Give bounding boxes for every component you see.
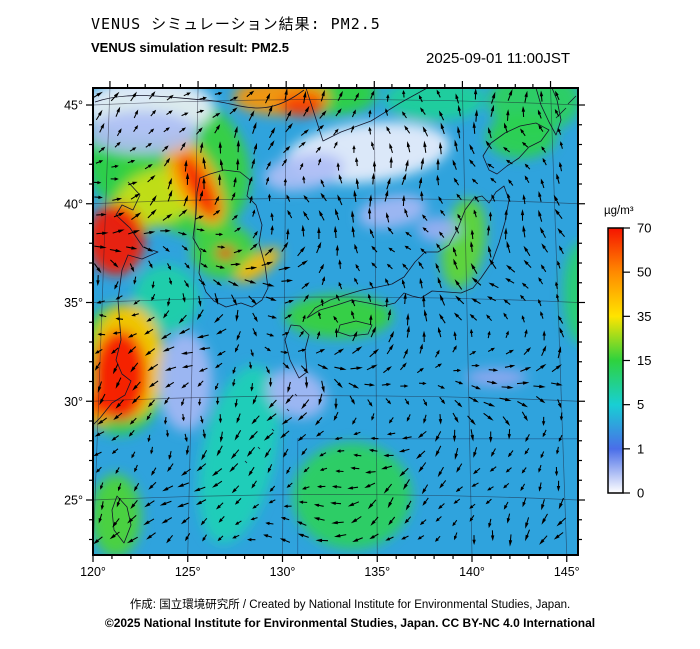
pm25-region-yellow-sea-cyan xyxy=(133,264,199,333)
colorbar-tick-label: 0 xyxy=(637,486,644,501)
pm25-region-coast-red-spot xyxy=(93,390,105,416)
lat-lon-graticule xyxy=(93,88,578,555)
lat-tick-label: 45° xyxy=(64,99,83,113)
attribution-line: 作成: 国立環境研究所 / Created by National Instit… xyxy=(129,599,571,611)
lat-tick-label: 40° xyxy=(64,197,83,211)
pm25-region-north-sea-cyan xyxy=(384,88,485,121)
lat-tick-label: 25° xyxy=(64,494,83,508)
colorbar-tick-label: 15 xyxy=(637,353,651,368)
pm25-region-bohai-red-core xyxy=(93,203,145,275)
timestamp: 2025-09-01 11:00JST xyxy=(426,50,570,67)
lon-tick-label: 140° xyxy=(459,565,485,579)
pm25-region-korea-strait-orange-streak xyxy=(235,247,281,283)
lat-tick-label: 30° xyxy=(64,395,83,409)
copyright-line: ©2025 National Institute for Environment… xyxy=(104,616,596,630)
colorbar-units-label: µg/m³ xyxy=(604,205,634,217)
page-title-en: VENUS simulation result: PM2.5 xyxy=(91,40,289,55)
map-frame xyxy=(92,87,579,556)
pm25-region-seoul-red-spot xyxy=(215,246,236,260)
pm25-region-blobs xyxy=(93,88,578,555)
colorbar: 70 50 35 15 5 1 0 µg/m³ xyxy=(604,205,651,501)
nested-domain-boundary xyxy=(297,438,578,555)
pm25-region-shanghai-red-core xyxy=(93,330,147,421)
wind-vector-overlay xyxy=(93,88,566,547)
coast-china-korea xyxy=(93,88,429,426)
pm25-region-taiwan-green xyxy=(93,474,141,555)
pm25-region-east-china-sea-lavender xyxy=(158,332,213,431)
lon-tick-label: 130° xyxy=(270,565,296,579)
colorbar-tick-label: 50 xyxy=(637,265,651,280)
colorbar-tick-label: 35 xyxy=(637,309,651,324)
pm25-region-east-edge-green xyxy=(563,242,578,343)
colorbar-gradient xyxy=(607,227,624,494)
page-title-jp: VENUS シミュレーション結果: PM2.5 xyxy=(91,15,381,33)
axis-tick-labels: 120° 125° 130° 135° 140° 145° 45° 40° 35° 30° 25° xyxy=(64,99,580,580)
pm25-region-south-kyushu-lavender xyxy=(266,368,327,419)
pm25-region-cyan-outflow-plume xyxy=(198,365,280,544)
lon-tick-label: 120° xyxy=(80,565,106,579)
lon-tick-label: 135° xyxy=(364,565,390,579)
pm25-concentration-field xyxy=(93,88,578,555)
pm25-region-pacific-lavender-streak xyxy=(465,368,527,387)
lat-tick-label: 35° xyxy=(64,296,83,310)
colorbar-tick-label: 70 xyxy=(637,221,651,236)
coast-sakhalin-kuriles xyxy=(535,88,577,136)
lon-tick-label: 125° xyxy=(175,565,201,579)
wind-arrow-shafts xyxy=(93,91,566,543)
pm25-region-sea-of-japan-lavender-2 xyxy=(417,217,460,242)
colorbar-tick-label: 5 xyxy=(637,397,644,412)
pm25-region-west-japan-green xyxy=(285,294,393,338)
colorbar-tick-label: 1 xyxy=(637,441,644,456)
map-axes xyxy=(86,81,585,562)
coast-taiwan-ryukyu xyxy=(111,393,298,544)
lon-tick-label: 145° xyxy=(554,565,580,579)
pm25-region-south-ocean-green xyxy=(292,442,412,550)
